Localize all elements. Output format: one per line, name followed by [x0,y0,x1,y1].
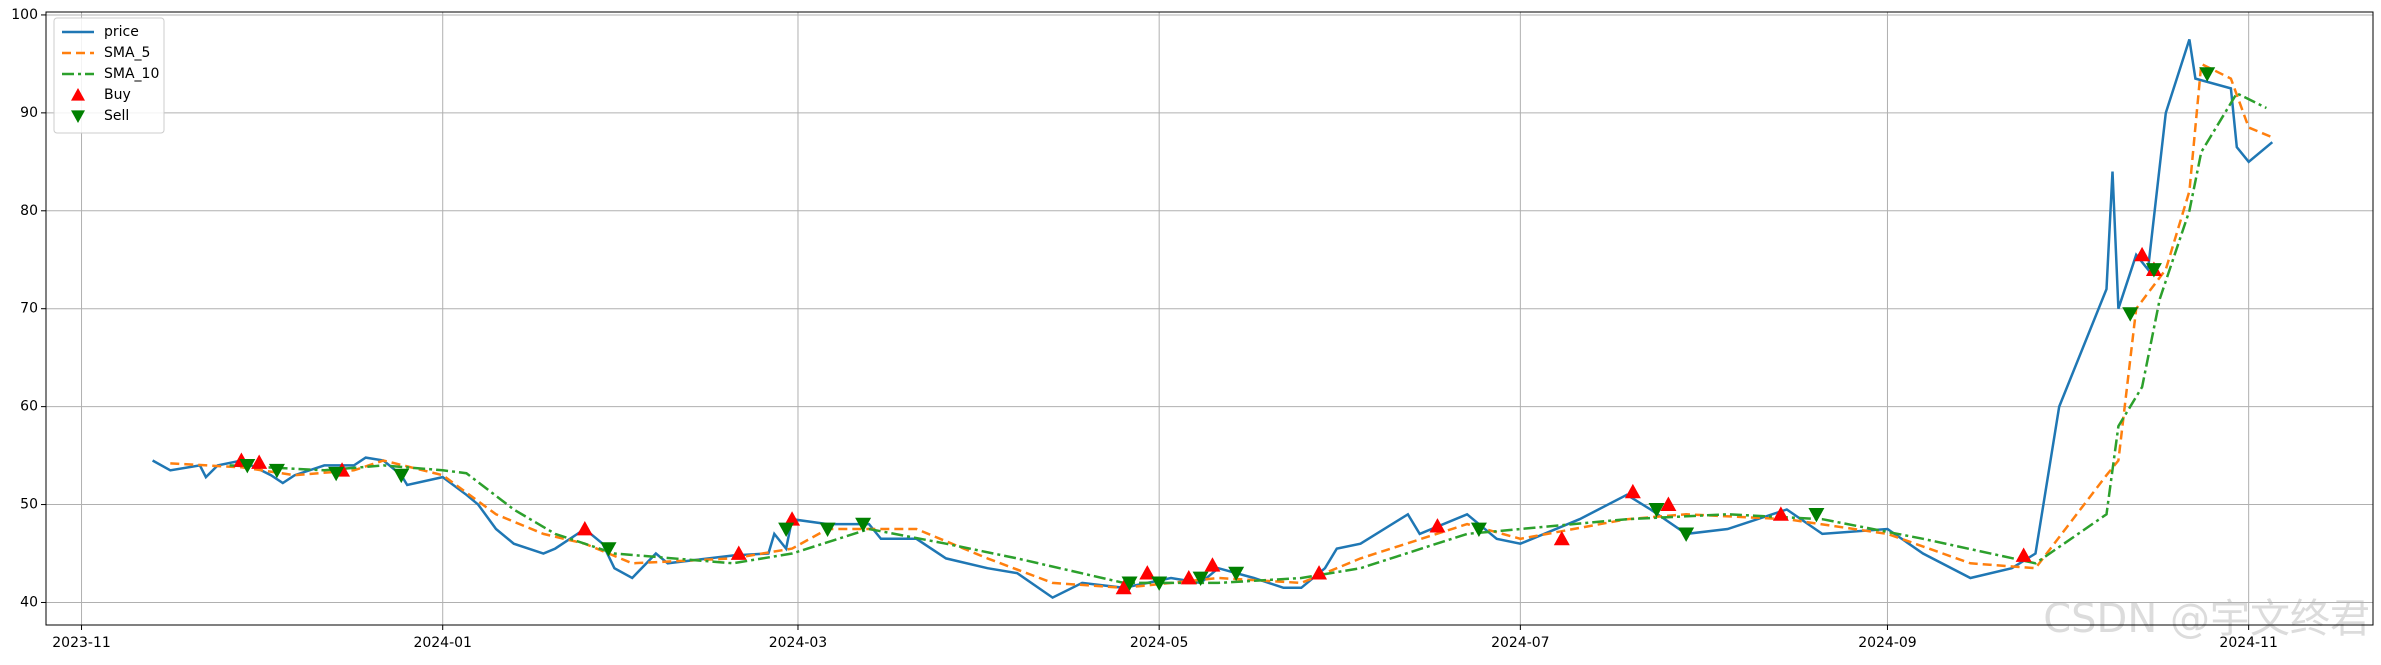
signal-marker [1772,506,1789,521]
legend-symbol [71,88,85,101]
signal-marker [268,463,285,479]
signal-marker [2199,67,2216,82]
signal-marker [393,468,410,484]
y-tick-label: 60 [20,399,38,415]
watermark: CSDN @宇文终君 [2043,596,2370,642]
legend-label: SMA_5 [104,45,150,61]
signal-marker [855,517,872,533]
legend-label: Sell [104,108,129,124]
signal-marker [1678,527,1695,542]
signal-marker [1151,576,1168,591]
signal-marker [1624,483,1641,499]
signal-marker [2015,547,2032,562]
signal-marker [2122,307,2139,322]
signal-marker [600,542,617,557]
legend-label: price [104,24,139,40]
signal-marker [1470,522,1487,538]
y-tick-label: 40 [20,594,38,610]
legend-label: Buy [104,87,131,103]
signal-marker [819,522,836,538]
series-line [229,91,2267,585]
signal-marker [1808,507,1825,523]
signal-marker [251,454,268,469]
x-tick-label: 2024-11 [2219,635,2278,651]
y-tick-label: 50 [20,497,38,513]
signal-marker [778,522,795,538]
signal-marker [1180,569,1197,585]
signal-marker [328,466,345,482]
y-tick-label: 80 [20,203,38,219]
x-tick-label: 2024-07 [1491,635,1550,651]
y-tick-label: 70 [20,301,38,317]
signal-marker [784,511,801,526]
signal-marker [1115,579,1132,595]
x-tick-label: 2023-11 [52,635,111,651]
signal-marker [1228,566,1245,582]
signal-marker [1648,503,1665,518]
signal-marker [1192,571,1209,586]
signal-marker [2145,263,2162,278]
x-tick-label: 2024-09 [1858,635,1917,651]
signal-marker [576,521,593,536]
y-tick-label: 90 [20,105,38,121]
legend-box [53,17,165,134]
legend-label: SMA_10 [104,66,159,82]
plot-frame [45,11,2374,626]
signal-marker [239,458,256,474]
signal-marker [1429,518,1446,533]
signal-marker [1204,557,1221,572]
signal-marker [730,545,747,560]
x-tick-label: 2024-05 [1130,635,1189,651]
y-tick-label: 100 [11,7,38,23]
signal-marker [1121,576,1138,591]
legend-symbol [71,110,85,123]
signal-marker [1139,565,1156,580]
x-tick-label: 2024-01 [413,635,472,651]
signal-marker [1553,530,1570,546]
signal-marker [1311,565,1328,580]
signal-marker [1660,496,1677,511]
x-tick-label: 2024-03 [769,635,828,651]
signal-marker [2134,246,2151,262]
